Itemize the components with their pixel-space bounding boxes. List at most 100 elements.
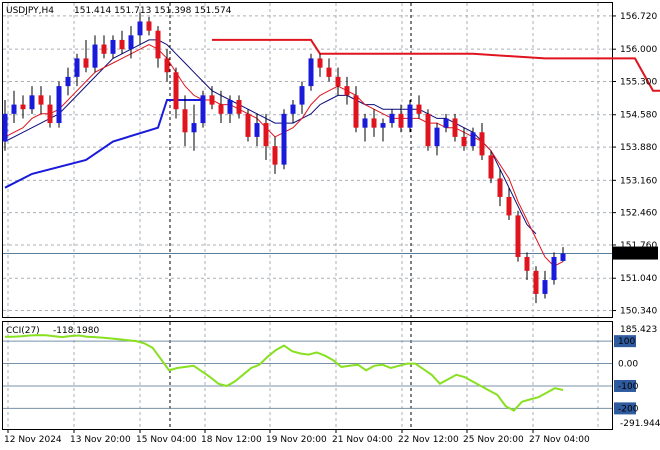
- candle: [479, 123, 485, 160]
- ohlc-readout: 151.414 151.713 151.398 151.574: [74, 6, 232, 16]
- cci-level-tag: [614, 335, 636, 348]
- time-tick-label: 18 Nov 12:00: [201, 435, 262, 445]
- candle-body: [92, 44, 98, 68]
- candle: [155, 26, 161, 68]
- candle-body: [524, 256, 530, 271]
- candle: [20, 95, 26, 119]
- session-separators: [169, 3, 412, 317]
- candle-body: [146, 21, 152, 31]
- candle: [515, 210, 521, 262]
- cci-axis: 100 0.00 -100 -200 185.423 -291.9447: [614, 325, 660, 429]
- time-tick-label: 13 Nov 20:00: [70, 435, 131, 445]
- current-price-tag: [613, 246, 658, 260]
- candle: [452, 113, 458, 142]
- candle: [245, 109, 251, 142]
- candle-body: [461, 136, 467, 147]
- candle: [299, 81, 305, 114]
- price-axis: 156.720 156.000 155.300 154.580 153.880 153.1…: [612, 12, 657, 317]
- candle-body: [416, 104, 422, 114]
- candle-body: [2, 113, 8, 142]
- trend-bands: [4, 38, 660, 189]
- cci-scale-bottom: -291.9447: [620, 419, 660, 429]
- candle-body: [551, 256, 557, 281]
- candle-body: [164, 58, 170, 73]
- candle-body: [533, 270, 539, 294]
- candle-body: [11, 104, 17, 114]
- price-tick-label: 156.720: [620, 12, 657, 22]
- support-band-line: [4, 99, 203, 189]
- candle-body: [182, 109, 188, 133]
- candle: [254, 113, 260, 147]
- candle: [344, 76, 350, 105]
- candle-body: [245, 113, 251, 137]
- candle-body: [20, 104, 26, 110]
- candle-body: [506, 196, 512, 216]
- candle-body: [497, 178, 503, 197]
- time-tick-label: 12 Nov 2024: [4, 435, 62, 445]
- candle: [110, 35, 116, 59]
- cci-level-label: 100: [618, 337, 635, 347]
- candle: [191, 104, 197, 151]
- time-tick-label: 15 Nov 04:00: [136, 435, 197, 445]
- candle-body: [434, 127, 440, 147]
- candle: [506, 187, 512, 221]
- candle-body: [128, 35, 134, 50]
- time-tick-label: 22 Nov 12:00: [398, 435, 459, 445]
- candle: [146, 16, 152, 36]
- candle: [182, 95, 188, 147]
- price-tick-label: 156.000: [620, 45, 657, 55]
- cci-value-label: -118.1980: [53, 326, 99, 336]
- candle: [137, 12, 143, 45]
- candle-body: [335, 76, 341, 87]
- price-tick-label: 153.880: [620, 143, 657, 153]
- candle: [56, 81, 62, 128]
- price-tick-label: 155.300: [620, 78, 657, 88]
- candle-body: [326, 67, 332, 77]
- price-tick-label: 154.580: [620, 111, 657, 121]
- candle: [209, 86, 215, 110]
- candle: [353, 86, 359, 133]
- time-axis: 12 Nov 2024 13 Nov 20:00 15 Nov 04:00 18 No…: [4, 429, 590, 445]
- candle-body: [119, 39, 125, 50]
- candle: [65, 67, 71, 96]
- current-price-line: 151.574: [3, 246, 658, 260]
- candle: [398, 104, 404, 133]
- candle-body: [65, 76, 71, 87]
- resistance-band-line: [212, 38, 660, 92]
- candle-body: [398, 113, 404, 128]
- cci-level-tag: [614, 379, 636, 392]
- candle: [236, 95, 242, 119]
- candle: [164, 49, 170, 82]
- main-panel-frame: [2, 2, 613, 318]
- candle: [533, 266, 539, 304]
- cci-name-label: CCI(27): [6, 326, 40, 336]
- candlesticks: [2, 12, 566, 304]
- candle: [227, 95, 233, 124]
- candle: [470, 127, 476, 151]
- candle-body: [488, 155, 494, 179]
- candle-body: [101, 44, 107, 54]
- price-tick-label: 152.460: [620, 209, 657, 219]
- time-tick-label: 19 Nov 20:00: [266, 435, 327, 445]
- price-grid: [3, 3, 612, 317]
- candle: [263, 113, 269, 160]
- candle: [308, 53, 314, 91]
- candle: [272, 136, 278, 174]
- candle: [101, 35, 107, 59]
- cci-level-label: -100: [618, 382, 639, 392]
- candle-body: [83, 58, 89, 68]
- price-tick-label: 150.340: [620, 307, 657, 317]
- cci-line-group: [5, 334, 564, 412]
- candle: [524, 252, 530, 281]
- candle: [128, 26, 134, 59]
- candle-body: [47, 104, 53, 124]
- candle: [218, 90, 224, 124]
- candle: [407, 99, 413, 133]
- candle: [425, 109, 431, 151]
- candle-body: [137, 21, 143, 36]
- candle: [551, 252, 557, 285]
- candle: [2, 99, 8, 151]
- candle: [560, 247, 566, 262]
- candle-body: [515, 215, 521, 257]
